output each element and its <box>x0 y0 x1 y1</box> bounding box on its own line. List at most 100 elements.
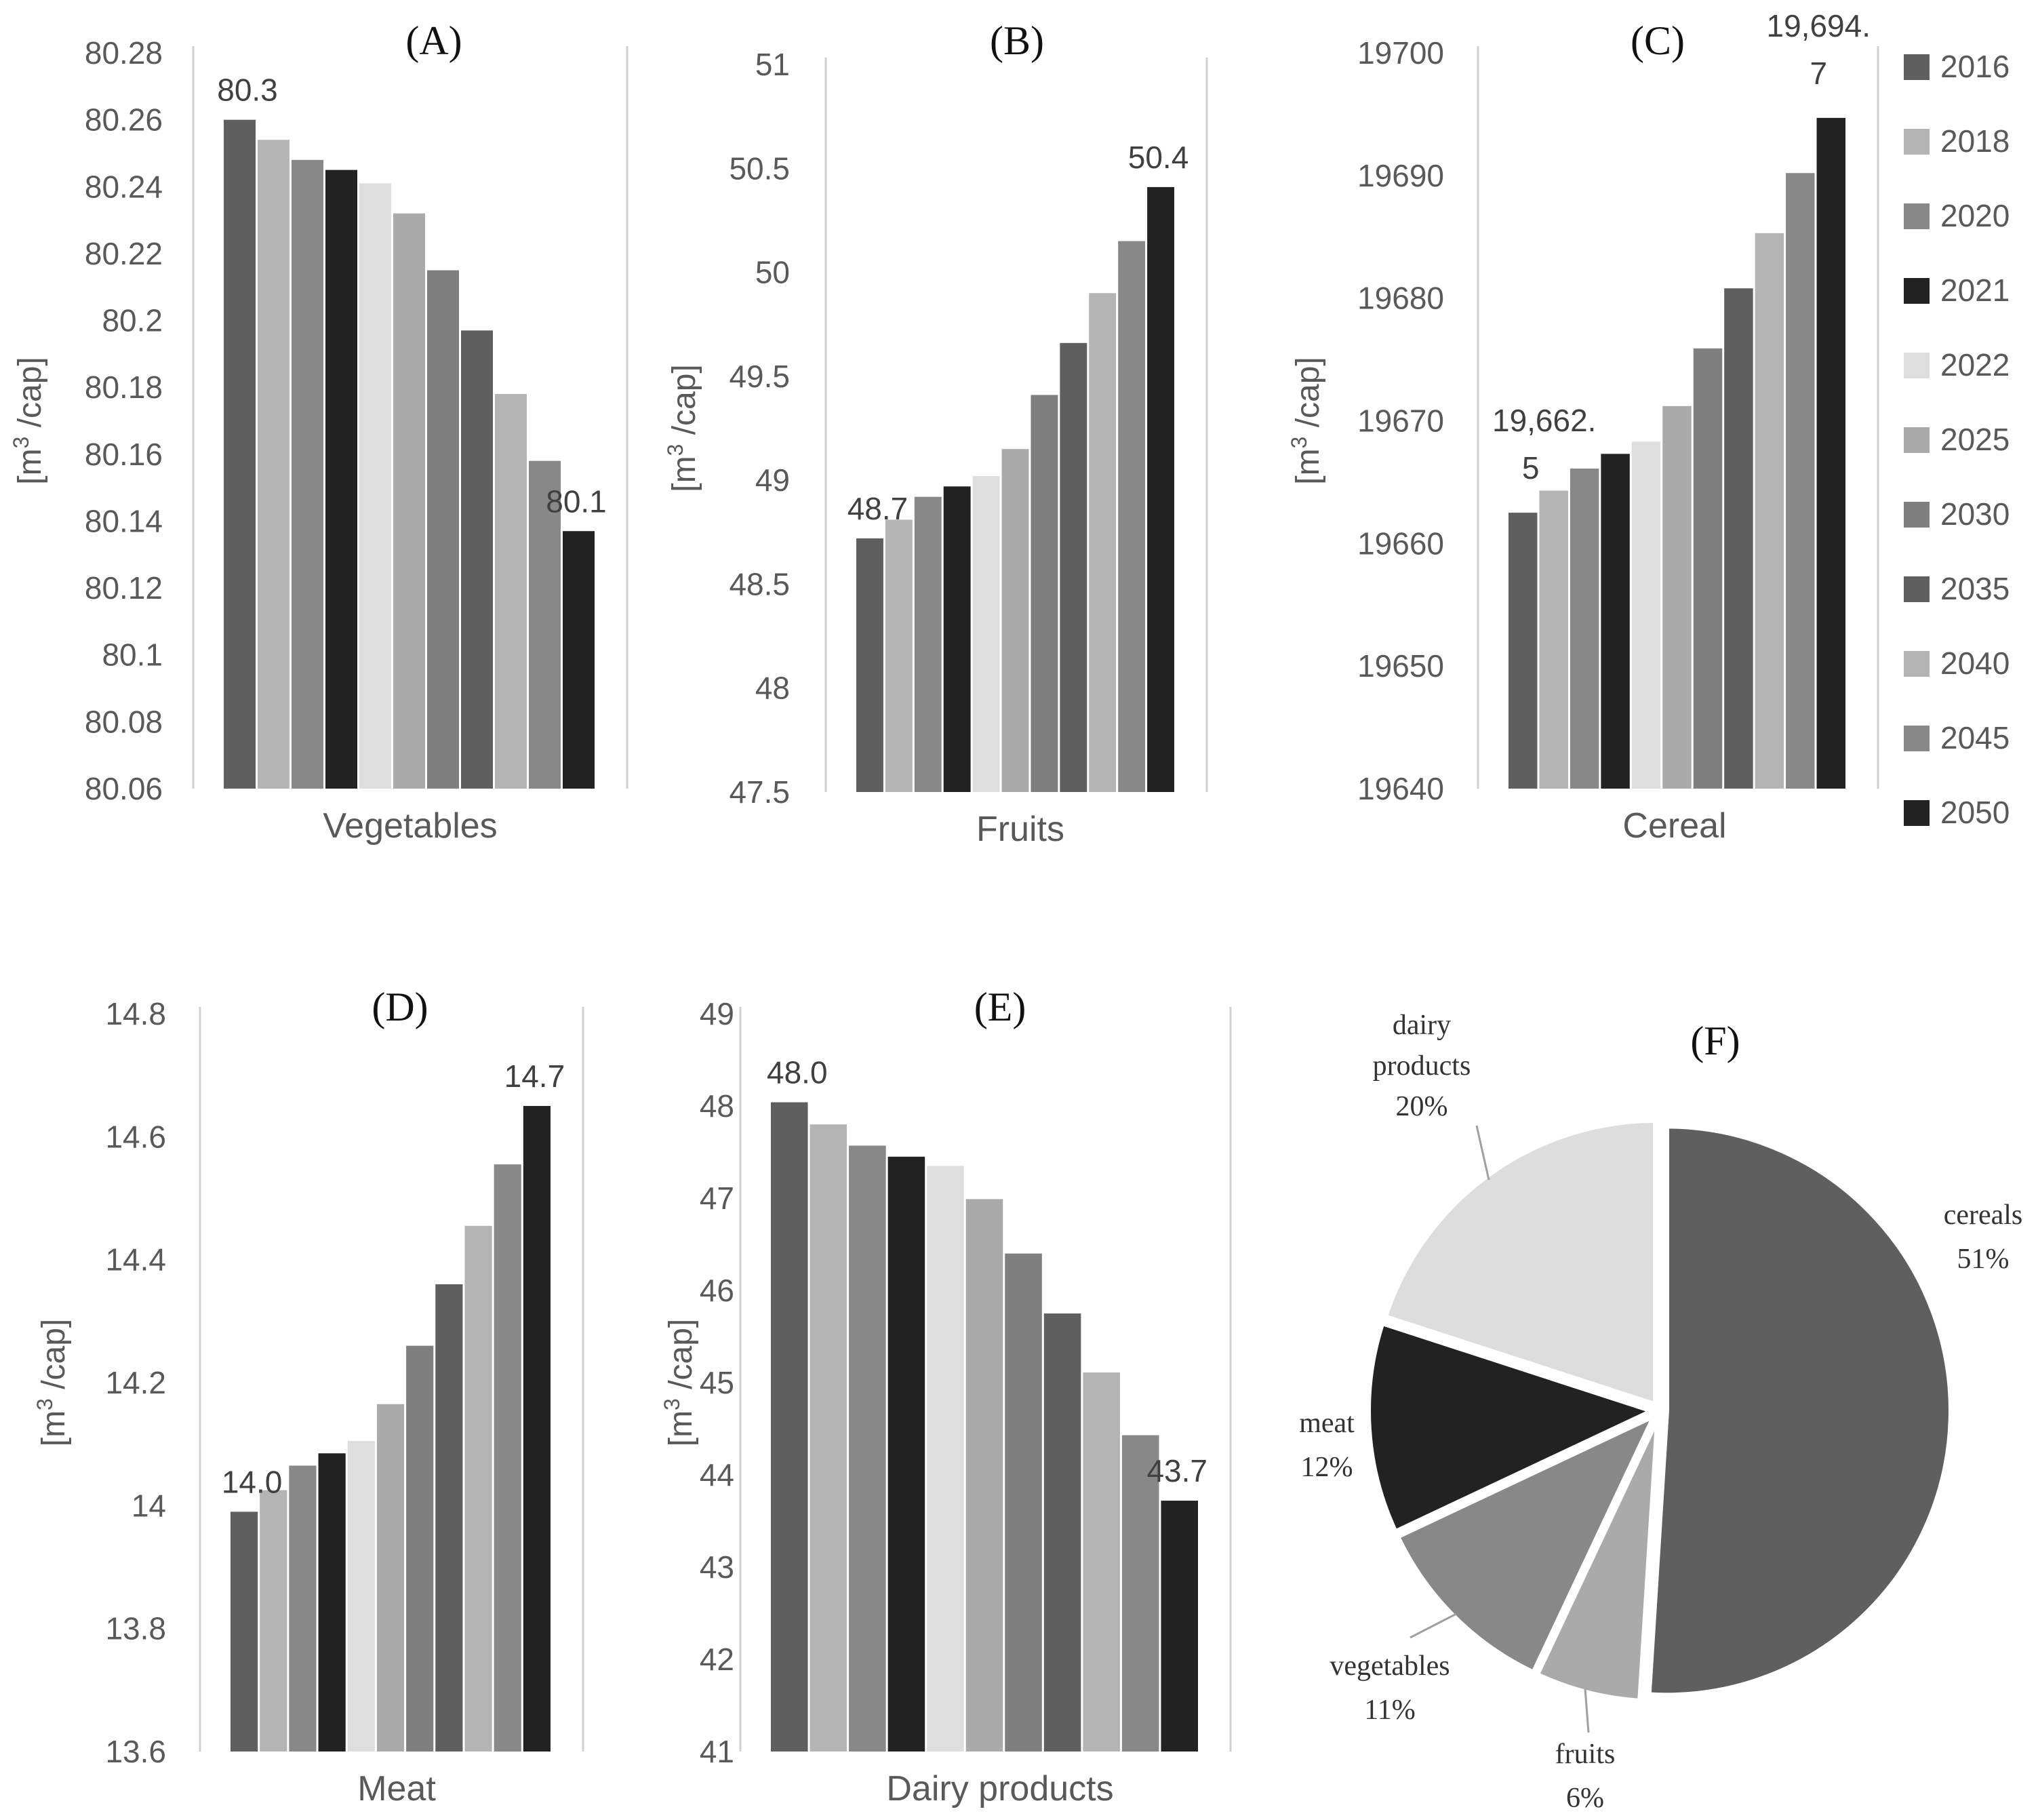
legend-swatch-2022 <box>1904 353 1930 378</box>
chart-A-bar-2040 <box>495 394 527 789</box>
chart-D-bar-2025 <box>376 1404 405 1752</box>
chart-B-y-axis-label: [m3 /cap] <box>663 364 702 492</box>
chart-A-tick-label: 80.16 <box>85 437 163 472</box>
chart-E-bar-2025 <box>965 1199 1003 1752</box>
chart-B-tick-label: 49 <box>755 462 790 498</box>
chart-D-tick-label: 14.6 <box>105 1119 166 1154</box>
chart-B-bar-2030 <box>1031 395 1058 792</box>
chart-A-tick-label: 80.28 <box>85 35 163 71</box>
legend-label-2045: 2045 <box>1940 720 2010 755</box>
legend-label-2050: 2050 <box>1940 795 2010 830</box>
chart-C-tick-label: 19700 <box>1357 35 1444 71</box>
pie-label-vegetables-leader-line <box>1410 1613 1457 1639</box>
chart-B-bar-2021 <box>943 486 971 792</box>
chart-A-tick-label: 80.18 <box>85 370 163 405</box>
chart-B-category-label: Fruits <box>976 810 1064 849</box>
chart-E-bar-2020 <box>849 1145 886 1752</box>
chart-E-tick-label: 45 <box>700 1365 734 1400</box>
chart-A-tick-label: 80.1 <box>102 637 163 673</box>
pie-label-dairy-products-percent: 20% <box>1396 1091 1448 1122</box>
chart-A-tick-label: 80.22 <box>85 236 163 271</box>
chart-E-bar-2040 <box>1083 1372 1120 1752</box>
chart-E-first-data-label: 48.0 <box>767 1055 828 1090</box>
chart-C-tick-label: 19690 <box>1357 158 1444 193</box>
chart-E-tick-label: 48 <box>700 1088 734 1124</box>
chart-D-bar-2040 <box>464 1225 492 1752</box>
pie-label-vegetables: vegetables <box>1330 1650 1450 1682</box>
legend-swatch-2040 <box>1904 651 1930 677</box>
legend-label-2040: 2040 <box>1940 646 2010 681</box>
pie-label-cereals: cereals <box>1944 1200 2023 1231</box>
chart-D-tick-label: 13.8 <box>105 1611 166 1646</box>
chart-B-bar-2025 <box>1001 449 1029 792</box>
chart-C-bar-2021 <box>1601 454 1630 789</box>
chart-A-title: (A) <box>405 18 462 63</box>
chart-A-tick-label: 80.08 <box>85 704 163 739</box>
chart-D-tick-label: 14.2 <box>105 1365 166 1400</box>
chart-E-tick-label: 42 <box>700 1642 734 1677</box>
pie-label-cereals-percent: 51% <box>1957 1244 2010 1275</box>
chart-B-tick-label: 47.5 <box>729 774 790 810</box>
pie-slice-vegetables <box>1393 1409 1661 1677</box>
chart-C-bar-2050 <box>1816 117 1845 789</box>
chart-E-category-label: Dairy products <box>886 1769 1113 1808</box>
chart-C-y-axis-label: [m3 /cap] <box>1287 357 1326 485</box>
chart-C-bar-2016 <box>1508 513 1538 789</box>
chart-D-tick-label: 14 <box>132 1488 166 1523</box>
chart-B-bar-2035 <box>1060 342 1087 792</box>
legend-swatch-2035 <box>1904 576 1930 602</box>
chart-C-first-data-label: 19,662. <box>1492 403 1596 438</box>
chart-C-bar-2022 <box>1631 441 1661 789</box>
chart-E-tick-label: 43 <box>700 1549 734 1585</box>
chart-C-tick-label: 19640 <box>1357 771 1444 806</box>
legend-swatch-2050 <box>1904 800 1930 826</box>
chart-C-bar-2040 <box>1755 233 1784 789</box>
legend-label-2035: 2035 <box>1940 571 2010 606</box>
pie-label-fruits-leader-line <box>1584 1688 1590 1733</box>
legend-label-2030: 2030 <box>1940 496 2010 532</box>
chart-C-tick-label: 19660 <box>1357 526 1444 561</box>
chart-E-title: (E) <box>974 985 1026 1029</box>
chart-A-tick-label: 80.12 <box>85 570 163 606</box>
chart-C-category-label: Cereal <box>1622 806 1726 846</box>
chart-D-y-axis-label: [m3 /cap] <box>33 1319 72 1447</box>
chart-A-first-data-label: 80.3 <box>217 73 278 108</box>
chart-A-bar-2018 <box>258 140 289 789</box>
chart-A-bar-2030 <box>427 270 459 789</box>
pie-label-vegetables-percent: 11% <box>1364 1695 1415 1726</box>
chart-A-bar-2022 <box>359 183 391 789</box>
pie-label-fruits: fruits <box>1555 1739 1616 1770</box>
chart-C-tick-label: 19650 <box>1357 648 1444 684</box>
chart-A-tick-label: 80.14 <box>85 503 163 538</box>
legend-label-2020: 2020 <box>1940 198 2010 233</box>
chart-E-tick-label: 49 <box>700 996 734 1031</box>
chart-A-bar-2035 <box>461 330 493 789</box>
chart-B-tick-label: 50.5 <box>729 151 790 186</box>
chart-D-bar-2030 <box>406 1345 434 1752</box>
legend-label-2022: 2022 <box>1940 347 2010 382</box>
chart-B-bar-2050 <box>1147 186 1174 792</box>
chart-A-bar-2021 <box>325 170 357 789</box>
chart-E-tick-label: 44 <box>700 1457 734 1492</box>
legend-label-2025: 2025 <box>1940 422 2010 457</box>
chart-C-bar-2018 <box>1539 490 1568 789</box>
chart-B-bar-2045 <box>1118 241 1146 793</box>
chart-E-y-axis-label: [m3 /cap] <box>660 1319 699 1447</box>
chart-C-first-data-label-cont: 5 <box>1522 450 1540 486</box>
pie-label-dairy-products-leader-line <box>1475 1125 1490 1181</box>
chart-E-tick-label: 47 <box>700 1181 734 1216</box>
chart-C-bar-2045 <box>1786 173 1815 789</box>
chart-B-bar-2016 <box>856 538 883 792</box>
chart-D-bar-2018 <box>260 1490 287 1752</box>
chart-F-title: (F) <box>1690 1018 1740 1063</box>
chart-D-bar-2035 <box>435 1284 463 1752</box>
chart-C-last-data-label: 19,694. <box>1767 8 1871 43</box>
legend-swatch-2025 <box>1904 427 1930 453</box>
chart-D-bar-2022 <box>347 1441 375 1752</box>
chart-A-bar-2020 <box>292 159 323 789</box>
chart-D-last-data-label: 14.7 <box>504 1059 565 1094</box>
chart-D-bar-2020 <box>289 1465 317 1752</box>
chart-C-tick-label: 19670 <box>1357 403 1444 439</box>
chart-E-bar-2021 <box>887 1156 925 1752</box>
chart-D-tick-label: 14.8 <box>105 996 166 1031</box>
